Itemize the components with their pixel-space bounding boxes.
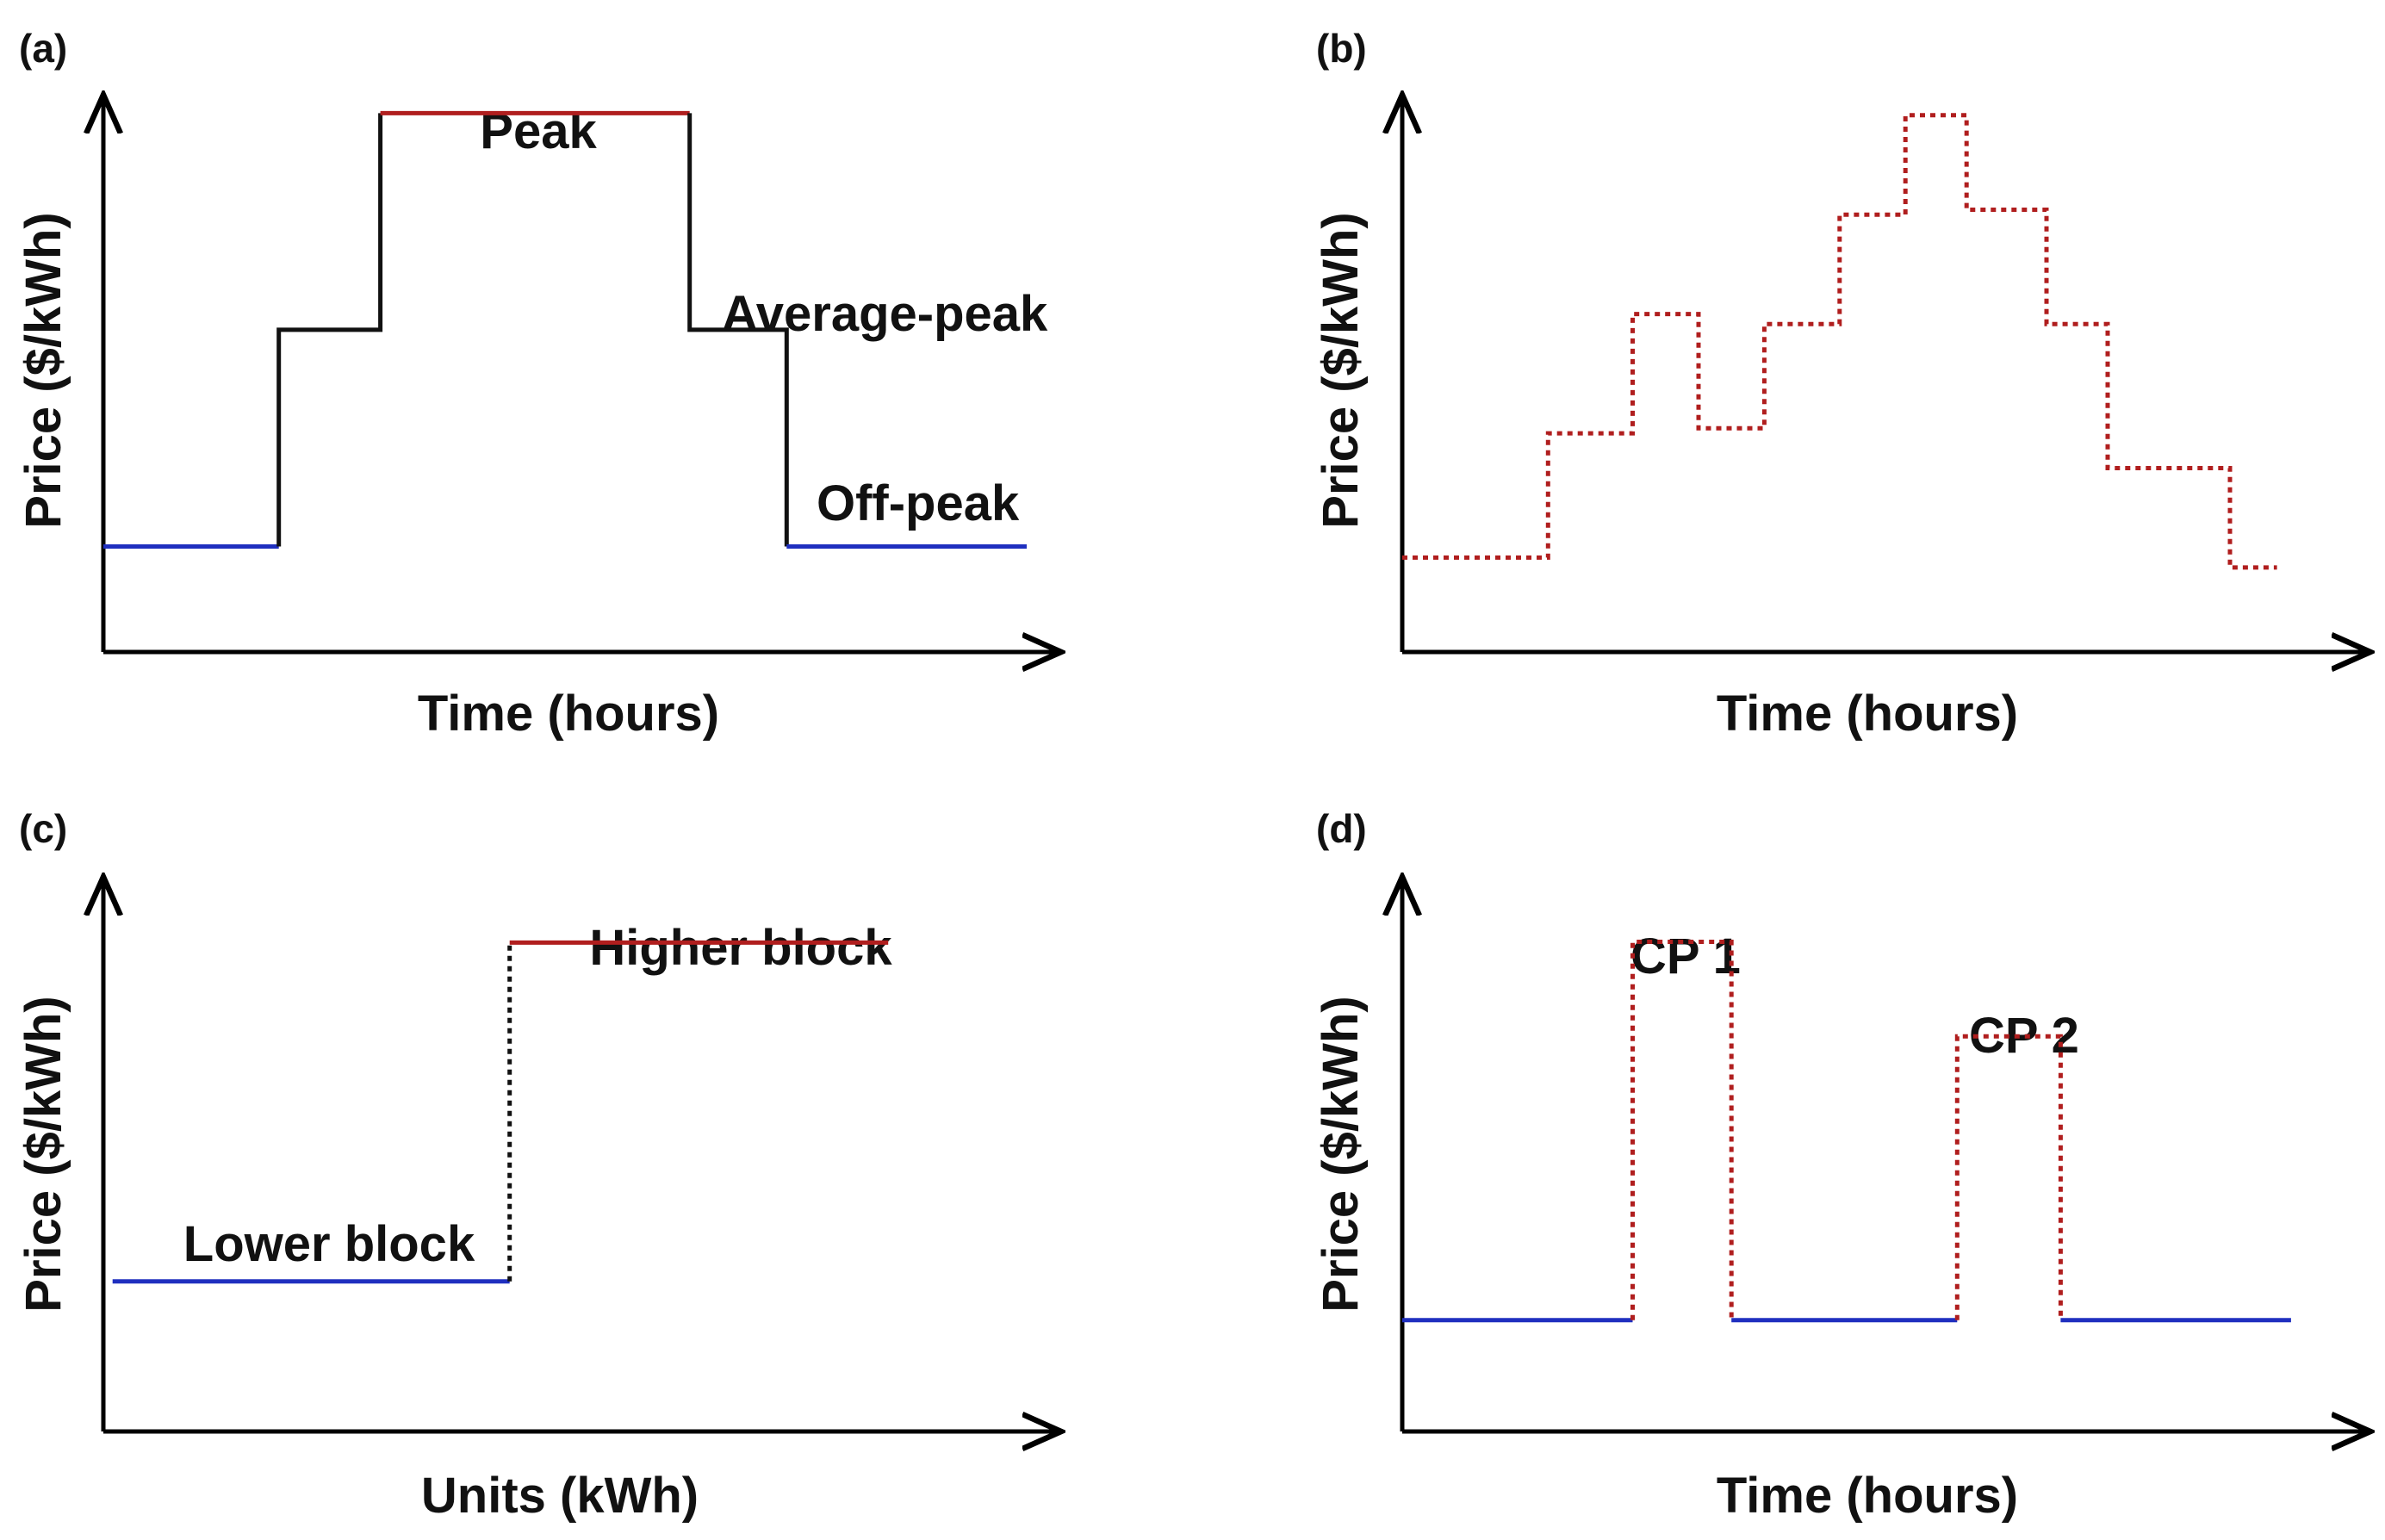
panel-c-xlabel: Units (kWh): [421, 1468, 699, 1524]
panel-b-series-real-time-price-0: [1402, 113, 2277, 570]
panel-d-xlabel: Time (hours): [1717, 1468, 2018, 1524]
panel-d-series-cp-1-1: [1630, 940, 1734, 1320]
panel-a-series-average-peak-3: [687, 113, 789, 547]
panel-b-ylabel: Price ($/kWh): [1313, 212, 1369, 528]
panel-a-annotation-off-peak: Off-peak: [817, 475, 1020, 531]
panel-c-annotation-higher-block: Higher block: [589, 920, 892, 976]
panel-a-xlabel: Time (hours): [418, 686, 719, 742]
panel-b-label: (b): [1316, 26, 1367, 71]
panel-b-xlabel: Time (hours): [1717, 686, 2018, 742]
panel-d-annotation-cp-1: CP 1: [1630, 928, 1741, 984]
panel-a-label: (a): [19, 26, 67, 71]
panel-b: (b) Price ($/kWh) Time (hours): [1313, 26, 2370, 742]
panel-d-label: (d): [1316, 806, 1367, 851]
panel-a: (a) Price ($/kWh) Time (hours) Peak Aver…: [16, 26, 1061, 742]
panel-c-label: (c): [19, 806, 67, 851]
panel-d-ylabel: Price ($/kWh): [1313, 996, 1369, 1312]
panel-c-ylabel: Price ($/kWh): [16, 996, 71, 1312]
panel-c: (c) Price ($/kWh) Units (kWh) Higher blo…: [16, 806, 1061, 1524]
panel-a-annotation-average-peak: Average-peak: [722, 286, 1048, 342]
panel-a-ylabel: Price ($/kWh): [16, 212, 71, 528]
panel-d: (d) Price ($/kWh) Time (hours) CP 1 CP 2: [1313, 806, 2370, 1524]
panel-c-annotation-lower-block: Lower block: [183, 1216, 475, 1272]
panel-a-series-average-peak-1: [276, 113, 383, 547]
panel-d-series-cp-2-3: [1954, 1034, 2063, 1320]
